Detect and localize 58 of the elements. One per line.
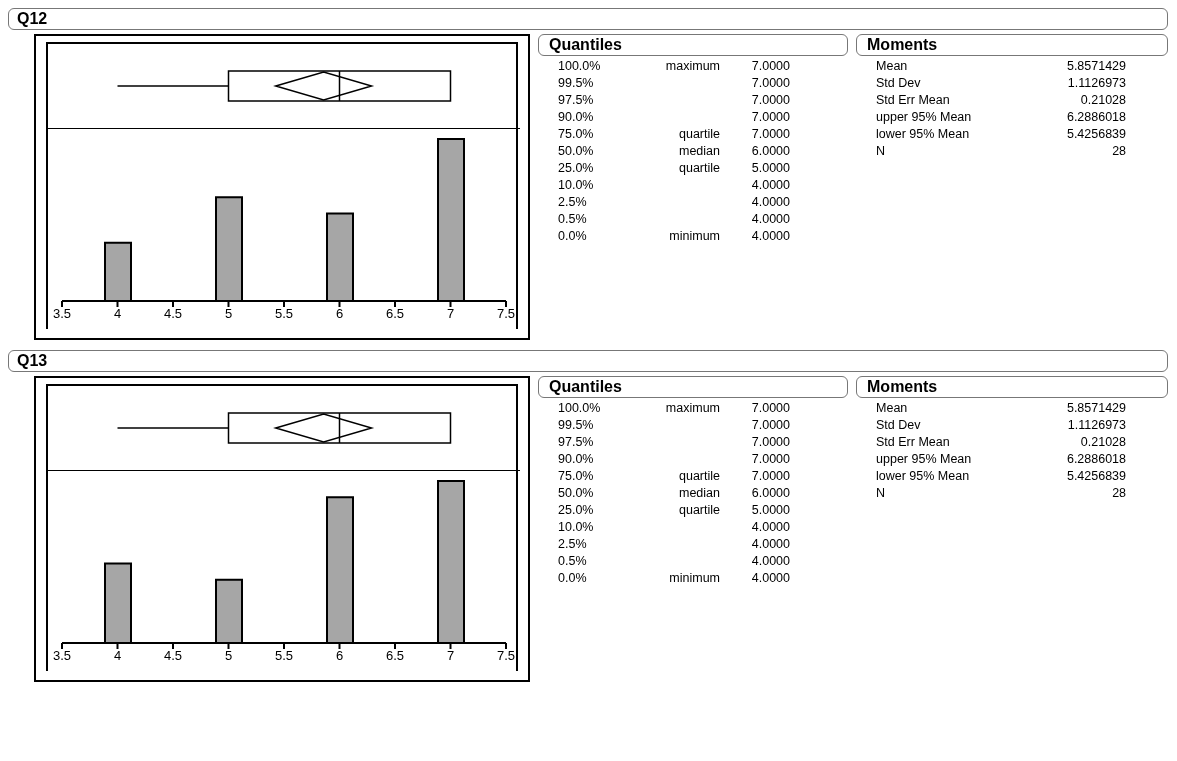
x-tick-label: 7	[446, 306, 455, 322]
x-tick-label: 5	[224, 306, 233, 322]
x-tick-label: 6.5	[385, 648, 405, 664]
text: 25.0% quartile 5.0000	[558, 161, 790, 175]
text: 50.0% median 6.0000	[558, 144, 790, 158]
text: Std Err Mean 0.21028	[876, 93, 1127, 107]
text: upper 95% Mean 6.2886018	[876, 110, 1127, 124]
text: 0.0% minimum 4.0000	[558, 571, 790, 585]
text: 99.5% 7.0000	[558, 76, 790, 90]
text: 97.5% 7.0000	[558, 93, 790, 107]
text: 99.5% 7.0000	[558, 418, 790, 432]
x-tick-label: 6.5	[385, 306, 405, 322]
x-tick-label: 4.5	[163, 306, 183, 322]
text: Std Dev 1.1126973	[876, 76, 1127, 90]
text: Std Err Mean 0.21028	[876, 435, 1127, 449]
text: 2.5% 4.0000	[558, 195, 790, 209]
text: Quantiles	[538, 376, 849, 398]
chart-title: Q12	[8, 8, 1168, 30]
text: 100.0% maximum 7.0000	[558, 59, 790, 73]
text: Quantiles	[538, 34, 849, 56]
text: Moments	[856, 34, 1168, 56]
text: 0.5% 4.0000	[558, 212, 790, 226]
text: 50.0% median 6.0000	[558, 486, 790, 500]
text: 97.5% 7.0000	[558, 435, 790, 449]
x-tick-label: 5	[224, 648, 233, 664]
x-tick-label: 4.5	[163, 648, 183, 664]
x-tick-label: 3.5	[52, 306, 72, 322]
text: Moments	[856, 376, 1168, 398]
x-tick-label: 7	[446, 648, 455, 664]
text: Std Dev 1.1126973	[876, 418, 1127, 432]
text: 100.0% maximum 7.0000	[558, 401, 790, 415]
x-tick-label: 7.5	[496, 648, 516, 664]
x-tick-label: 5.5	[274, 306, 294, 322]
x-tick-label: 6	[335, 306, 344, 322]
text: N 28	[876, 144, 1127, 158]
text: lower 95% Mean 5.4256839	[876, 469, 1127, 483]
text: Mean 5.8571429	[876, 59, 1127, 73]
x-tick-label: 5.5	[274, 648, 294, 664]
text: 25.0% quartile 5.0000	[558, 503, 790, 517]
text: 90.0% 7.0000	[558, 452, 790, 466]
text: 2.5% 4.0000	[558, 537, 790, 551]
text: 0.5% 4.0000	[558, 554, 790, 568]
x-tick-label: 4	[113, 306, 122, 322]
text: 10.0% 4.0000	[558, 520, 790, 534]
x-tick-label: 4	[113, 648, 122, 664]
text: 75.0% quartile 7.0000	[558, 469, 790, 483]
text: N 28	[876, 486, 1127, 500]
text: 90.0% 7.0000	[558, 110, 790, 124]
text: lower 95% Mean 5.4256839	[876, 127, 1127, 141]
text: 10.0% 4.0000	[558, 178, 790, 192]
x-tick-label: 6	[335, 648, 344, 664]
text: Mean 5.8571429	[876, 401, 1127, 415]
text: upper 95% Mean 6.2886018	[876, 452, 1127, 466]
text: 0.0% minimum 4.0000	[558, 229, 790, 243]
text: 75.0% quartile 7.0000	[558, 127, 790, 141]
x-tick-label: 3.5	[52, 648, 72, 664]
x-tick-label: 7.5	[496, 306, 516, 322]
chart-title: Q13	[8, 350, 1168, 372]
